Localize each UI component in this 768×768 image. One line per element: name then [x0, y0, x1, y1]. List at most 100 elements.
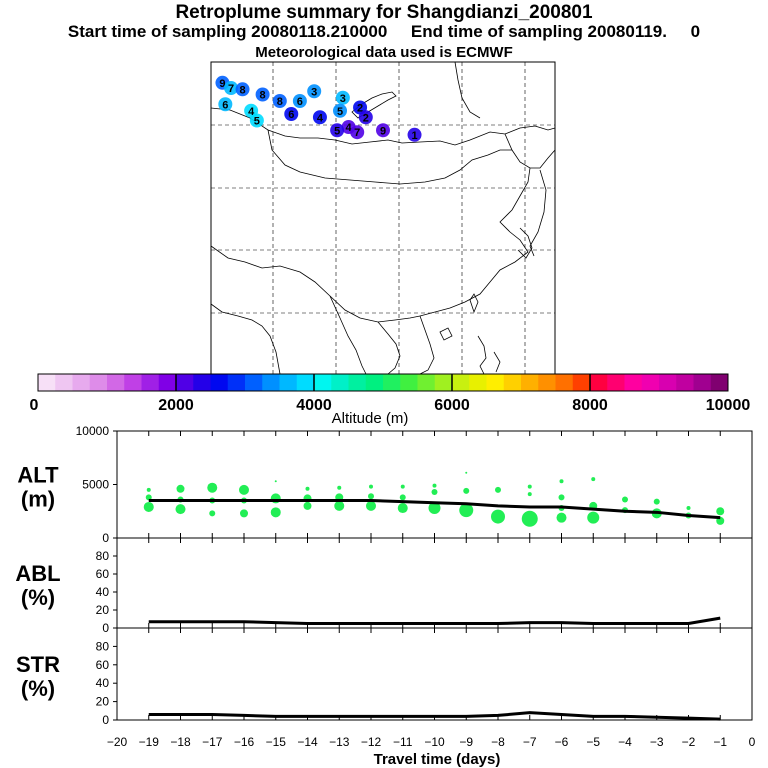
- colorbar-tick-label: 8000: [572, 397, 608, 414]
- y-tick-label: 60: [96, 658, 110, 672]
- altitude-colorbar: 0 2000 4000 6000 8000 10000: [30, 373, 751, 414]
- x-tick-label: −20: [107, 735, 128, 749]
- alt-point: [239, 484, 249, 495]
- alt-point: [207, 482, 218, 493]
- plume-cluster-label: 7: [228, 83, 234, 95]
- panel-ylabel: ABL: [15, 561, 60, 586]
- x-tick-label: −5: [586, 735, 600, 749]
- y-tick-label: 0: [102, 713, 109, 727]
- plume-cluster-marker: [284, 107, 299, 121]
- philippines: [477, 335, 501, 375]
- colorbar-swatch: [89, 374, 108, 391]
- colorbar-swatch: [107, 374, 125, 391]
- colorbar-swatch: [400, 374, 418, 391]
- plume-cluster-label: 1: [411, 130, 417, 142]
- plume-cluster-label: 4: [248, 106, 255, 118]
- map-coastlines: [210, 61, 556, 375]
- plume-cluster-label: 9: [380, 125, 386, 137]
- plume-cluster-label: 9: [219, 78, 225, 90]
- colorbar-swatch: [124, 374, 142, 391]
- x-tick-label: −6: [555, 735, 569, 749]
- y-tick-label: 80: [96, 639, 110, 653]
- colorbar-tick-label: 10000: [706, 397, 751, 414]
- y-tick-label: 5000: [82, 478, 109, 492]
- colorbar-swatch: [434, 374, 453, 391]
- colorbar-tick-label: 0: [30, 397, 39, 414]
- alt-point: [209, 510, 216, 517]
- panel-frame: [116, 537, 753, 629]
- alt-point: [527, 492, 532, 497]
- alt-point: [686, 506, 691, 511]
- alt-point: [337, 485, 342, 490]
- time-series-panels: ALT(m)1000050000ABL(%)806040200STR(%)806…: [15, 424, 755, 749]
- plume-cluster-label: 5: [334, 125, 340, 137]
- panel-abl: ABL(%) 80 60 40 20 0: [15, 537, 753, 635]
- panel-ylabel-unit: (%): [21, 585, 55, 610]
- y-tick-label: 0: [102, 621, 109, 635]
- x-tick-label: 0: [749, 735, 756, 749]
- alt-point: [305, 486, 310, 491]
- colorbar-swatch: [227, 374, 246, 391]
- met-data-line: Meteorological data used is ECMWF: [255, 44, 513, 61]
- panel-frame: [116, 627, 753, 721]
- alt-point: [432, 483, 437, 488]
- plume-cluster-label: 4: [346, 122, 353, 134]
- plume-cluster-marker: [350, 125, 365, 140]
- x-tick-label: −12: [361, 735, 382, 749]
- x-tick-label: −10: [424, 735, 445, 749]
- alt-point: [527, 484, 532, 489]
- colorbar-swatch: [590, 374, 608, 391]
- panel-alt: ALT(m) 10000 5000 0: [17, 424, 753, 545]
- x-tick-label: −19: [139, 735, 160, 749]
- colorbar-swatch: [555, 374, 574, 391]
- alt-point: [653, 498, 660, 505]
- korea: [517, 227, 533, 259]
- alt-point: [556, 512, 567, 523]
- colorbar-swatch: [452, 374, 470, 391]
- border-mongolia-china: [267, 129, 512, 185]
- plume-cluster-marker: [407, 127, 422, 142]
- alt-point: [622, 496, 628, 503]
- alt-point: [143, 501, 154, 512]
- x-tick-label: −2: [682, 735, 696, 749]
- alt-point: [366, 500, 376, 511]
- y-tick-label: 40: [96, 585, 110, 599]
- plume-cluster-marker: [255, 87, 270, 102]
- plume-cluster-marker: [224, 81, 239, 95]
- plume-cluster-marker: [292, 94, 307, 108]
- y-tick-label: 10000: [76, 424, 110, 438]
- alt-point: [176, 484, 185, 493]
- alt-point: [399, 494, 406, 501]
- colorbar-frame: [37, 373, 729, 392]
- colorbar-swatch: [141, 374, 160, 391]
- x-tick-label: −18: [170, 735, 191, 749]
- border-north: [210, 107, 556, 146]
- alt-point: [716, 507, 725, 516]
- river-north: [454, 61, 481, 119]
- colorbar-swatch: [176, 374, 194, 391]
- colorbar-swatch: [245, 374, 263, 391]
- colorbar-swatch: [193, 374, 211, 391]
- chart-title: Retroplume summary for Shangdianzi_20080…: [175, 2, 593, 23]
- plume-cluster-marker: [272, 94, 287, 108]
- alt-point: [431, 488, 438, 495]
- taiwan: [469, 293, 479, 314]
- alt-point: [270, 507, 281, 518]
- plume-cluster-marker: [358, 110, 373, 125]
- x-tick-label: −13: [329, 735, 350, 749]
- colorbar-swatch: [469, 374, 487, 391]
- alt-point: [495, 486, 501, 493]
- alt-point: [369, 484, 373, 489]
- alt-point: [459, 503, 474, 518]
- plume-cluster-label: 8: [260, 90, 266, 102]
- colorbar-swatch: [503, 374, 522, 391]
- plume-cluster-marker: [218, 97, 233, 112]
- x-tick-label: −1: [713, 735, 727, 749]
- alt-point: [303, 501, 312, 510]
- alt-point: [175, 504, 186, 515]
- coast-india: [210, 303, 281, 375]
- colorbar-tick-label: 4000: [296, 397, 332, 414]
- plume-cluster-marker: [307, 84, 322, 99]
